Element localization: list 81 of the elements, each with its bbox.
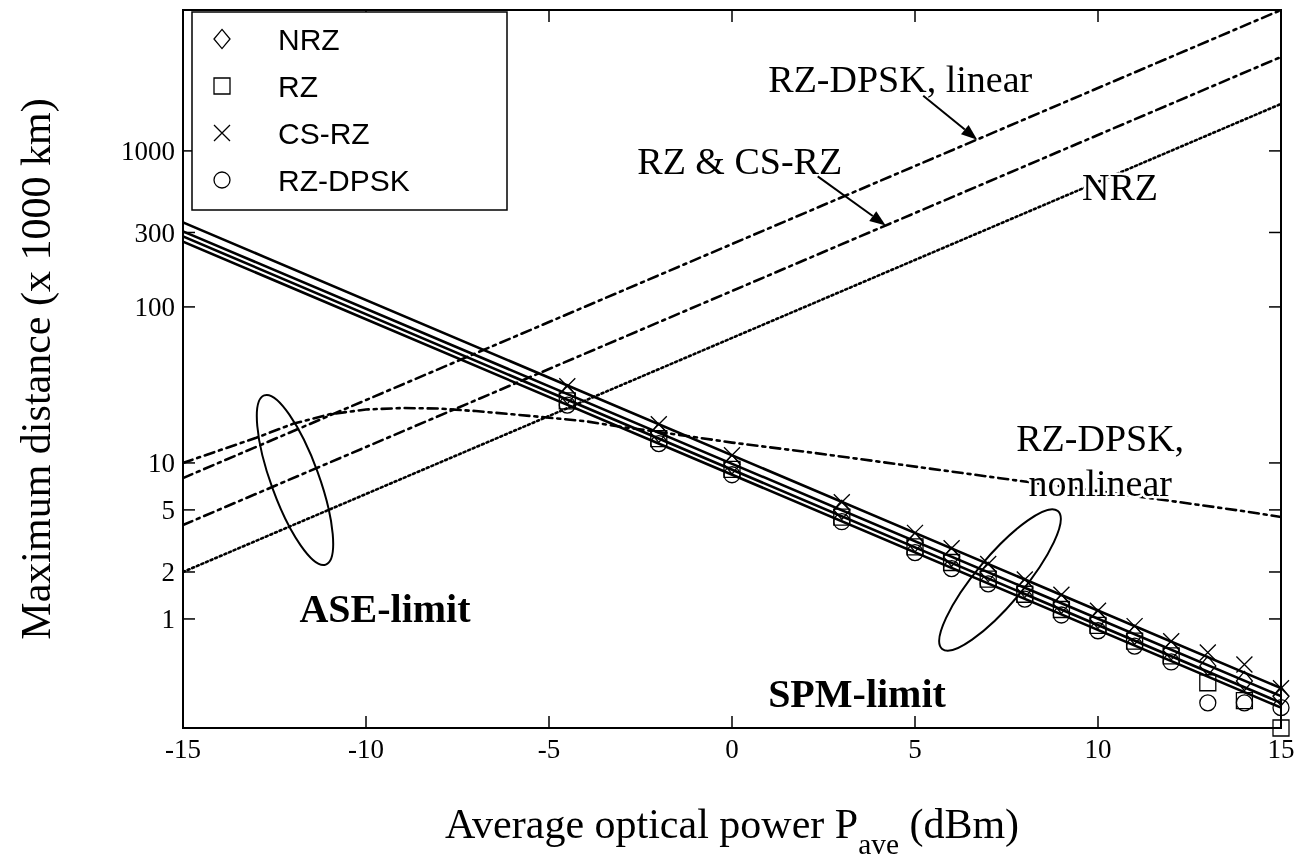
annotation: NRZ — [1082, 165, 1158, 208]
point — [1125, 624, 1144, 646]
legend-label: RZ — [278, 69, 318, 103]
point — [942, 553, 961, 572]
point — [1272, 679, 1290, 697]
point — [1052, 600, 1071, 619]
annotation: ASE-limit — [299, 586, 472, 631]
annotation: RZ-DPSK, linear — [768, 57, 1033, 100]
point — [1016, 585, 1034, 603]
point — [906, 524, 924, 542]
point — [979, 575, 997, 593]
point — [833, 513, 851, 531]
point — [1199, 655, 1217, 677]
point — [1235, 655, 1254, 674]
x-tick-label: -5 — [537, 734, 561, 764]
x-tick-label: -15 — [165, 734, 201, 764]
point — [1125, 637, 1144, 655]
legend-label: CS-RZ — [278, 116, 370, 150]
point — [1272, 699, 1290, 717]
x-tick-label: 15 — [1267, 734, 1295, 764]
point — [1089, 616, 1107, 634]
point — [558, 396, 576, 414]
y-tick-label: 100 — [134, 292, 175, 323]
point — [942, 560, 961, 578]
point — [1199, 694, 1217, 712]
point — [1272, 685, 1290, 707]
y-tick-label: 2 — [161, 557, 175, 588]
x-tick-label: 0 — [725, 734, 739, 764]
point — [1162, 632, 1180, 650]
point — [1199, 674, 1217, 692]
point — [650, 430, 668, 448]
point — [942, 539, 961, 557]
point — [1125, 617, 1144, 635]
point — [1089, 622, 1107, 640]
y-tick-label: 300 — [134, 217, 175, 248]
legend-label: RZ-DPSK — [278, 163, 410, 197]
point — [1089, 608, 1107, 630]
annotation: RZ-DPSK, nonlinear — [1016, 417, 1185, 505]
point — [558, 384, 576, 405]
point — [1162, 653, 1180, 671]
point — [723, 466, 741, 484]
point — [1052, 606, 1071, 624]
point — [833, 493, 851, 511]
point — [979, 561, 997, 583]
point — [650, 415, 668, 433]
x-axis-title: Average optical power P$_{ave}$ (dBm) — [444, 801, 1020, 858]
point — [1199, 643, 1217, 662]
point — [833, 508, 851, 526]
point — [723, 460, 741, 478]
x-tick-label: -10 — [348, 734, 384, 764]
x-tick-label: 5 — [908, 734, 922, 764]
x-tick-label: 10 — [1084, 734, 1112, 764]
y-tick-label: 10 — [148, 448, 175, 479]
point — [1016, 590, 1034, 608]
y-tick-label: 1 — [161, 604, 175, 635]
point — [906, 538, 924, 556]
point — [650, 422, 668, 444]
point — [723, 446, 741, 464]
point — [558, 392, 576, 410]
point — [1016, 577, 1034, 599]
point — [1125, 632, 1144, 650]
point — [833, 499, 851, 521]
legend-label: NRZ — [278, 22, 340, 56]
point — [558, 377, 576, 395]
point — [942, 546, 961, 568]
point — [1162, 640, 1180, 661]
y-axis-title: Maximum distance (x 1000 km) — [13, 98, 60, 640]
annotation: RZ & CS-RZ — [637, 140, 843, 183]
point — [1016, 570, 1034, 589]
y-tick-label: 1000 — [121, 136, 175, 167]
point — [1235, 670, 1254, 692]
point — [1272, 719, 1290, 737]
point — [906, 532, 924, 553]
point — [1162, 647, 1180, 665]
point — [650, 434, 668, 453]
point — [979, 570, 997, 588]
annotation: SPM-limit — [768, 671, 947, 716]
point — [906, 544, 924, 562]
point — [1052, 593, 1071, 615]
point — [723, 454, 741, 475]
y-tick-label: 5 — [161, 495, 175, 526]
